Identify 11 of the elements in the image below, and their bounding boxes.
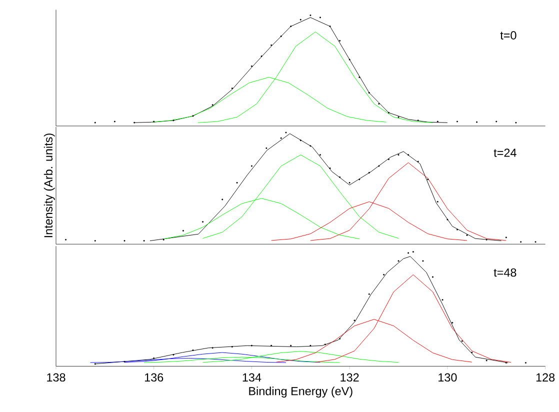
x-tick-label: 134 bbox=[242, 373, 262, 382]
x-tick-label: 128 bbox=[536, 373, 555, 382]
x-tick-label: 138 bbox=[47, 373, 66, 382]
x-tick-label: 132 bbox=[340, 373, 359, 382]
x-axis-title: Binding Energy (eV) bbox=[249, 386, 352, 398]
y-axis-title: Intensity (Arb. units) bbox=[44, 134, 55, 238]
x-tick-label: 130 bbox=[438, 373, 457, 382]
annotation: t=24 bbox=[494, 148, 516, 157]
annotation: t=0 bbox=[500, 31, 516, 40]
annotation: t=48 bbox=[494, 268, 516, 277]
x-tick-label: 136 bbox=[144, 373, 164, 382]
